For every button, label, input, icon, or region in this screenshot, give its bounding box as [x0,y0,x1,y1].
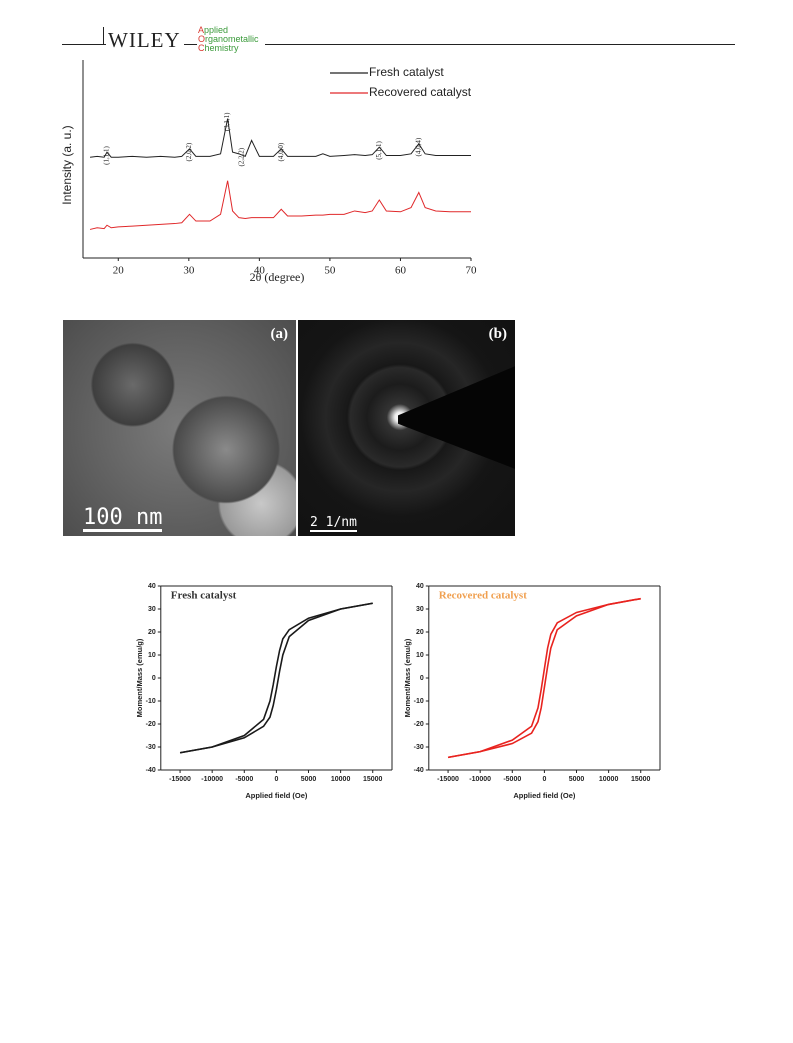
peak-label: (4,0,4) [414,137,422,156]
y-tick-label: -30 [414,744,424,751]
x-tick-label: 10000 [331,776,351,783]
y-axis-label: Intensity (a. u.) [60,125,74,204]
series-line [89,118,471,158]
y-tick-label: 40 [148,583,156,590]
x-tick-label: -10000 [201,776,223,783]
y-tick-label: 40 [416,583,424,590]
x-axis-label: Applied field (Oe) [513,791,576,800]
series-line [89,180,471,230]
x-tick-label: 60 [395,265,407,277]
x-tick-label: 50 [324,265,336,277]
y-tick-label: -10 [146,698,156,705]
x-tick-label: -5000 [235,776,253,783]
x-tick-label: 15000 [363,776,383,783]
journal-line: Applied [198,25,229,35]
header-rule [265,44,735,45]
y-tick-label: 0 [152,675,156,682]
chart-title: Fresh catalyst [171,590,237,602]
y-tick-label: 20 [148,629,156,636]
image-label: (a) [270,326,289,342]
y-tick-label: 20 [416,629,424,636]
scale-bar: 2 1/nm [310,515,357,532]
x-tick-label: 0 [274,776,278,783]
series-line [447,597,641,759]
y-tick-label: 10 [416,652,424,659]
y-tick-label: -40 [146,767,156,774]
series-line [179,602,373,754]
scale-bar: 100 nm [83,505,163,532]
y-tick-label: 10 [148,652,156,659]
x-tick-label: 40 [254,265,266,277]
peak-label: (2,2,2) [237,147,245,166]
peak-label: (1,1,1) [103,146,111,165]
x-tick-label: -5000 [503,776,521,783]
x-tick-label: -15000 [437,776,459,783]
peak-label: (4,0,0) [277,142,285,161]
x-tick-label: 5000 [301,776,317,783]
x-tick-label: 10000 [599,776,619,783]
header-rule [62,44,106,45]
legend-label: Fresh catalyst [369,65,444,79]
header-rule [184,44,197,45]
header-tick [103,27,104,44]
y-tick-label: -40 [414,767,424,774]
y-tick-label: 30 [148,606,156,613]
image-label: (b) [488,326,507,342]
x-tick-label: -10000 [469,776,491,783]
y-tick-label: -30 [146,744,156,751]
saed-image: (b) 2 1/nm [298,320,515,536]
y-tick-label: -20 [414,721,424,728]
chart-title: Recovered catalyst [439,590,527,602]
y-tick-label: -10 [414,698,424,705]
journal-line: Chemistry [198,43,239,53]
x-tick-label: 20 [113,265,125,277]
journal: Applied Organometallic Chemistry [198,26,259,53]
x-tick-label: 30 [183,265,195,277]
x-axis-label: Applied field (Oe) [245,791,308,800]
x-tick-label: 5000 [569,776,585,783]
x-tick-label: 70 [466,265,478,277]
x-axis-label: 2θ (degree) [250,270,305,284]
peak-label: (3,1,1) [223,112,231,131]
series-line [447,597,641,759]
x-tick-label: -15000 [169,776,191,783]
y-tick-label: 0 [420,675,424,682]
x-tick-label: 15000 [631,776,651,783]
x-tick-label: 0 [542,776,546,783]
y-axis-label: Moment/Mass (emu/g) [403,638,412,717]
journal-line: Organometallic [198,34,259,44]
peak-label: (5,1,1) [375,140,383,159]
legend-label: Recovered catalyst [369,85,472,99]
series-line [179,602,373,754]
y-tick-label: -20 [146,721,156,728]
y-axis-label: Moment/Mass (emu/g) [135,638,144,717]
peak-label: (2,0,2) [185,142,193,161]
publisher: WILEY [108,28,181,52]
tem-image: (a) 100 nm [63,320,296,536]
y-tick-label: 30 [416,606,424,613]
